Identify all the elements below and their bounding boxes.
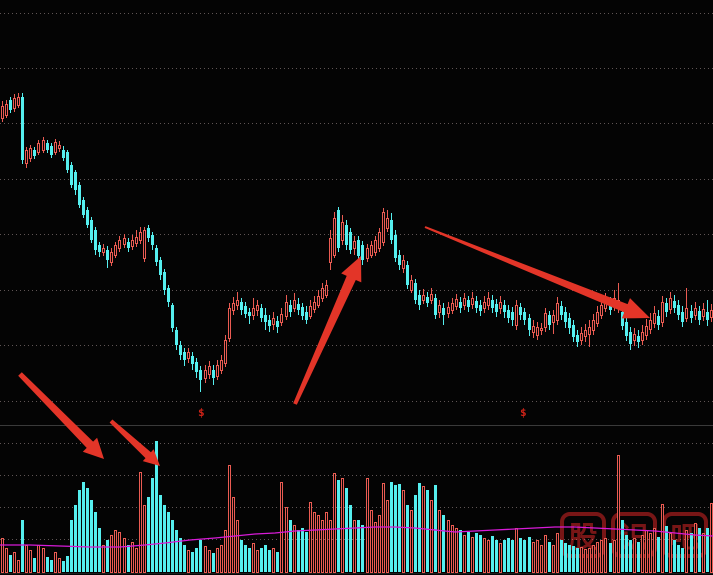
candles-layer [1,93,713,392]
sell-marker: $ [520,406,527,419]
annotation-arrows-layer [18,226,650,466]
annotation-arrow [293,256,362,405]
annotation-arrow [424,226,650,319]
sell-marker: $ [198,406,205,419]
volume-ma-line [0,526,713,548]
annotation-arrow [18,372,105,459]
gridlines-layer [0,13,713,574]
annotation-arrow [109,419,160,466]
volume-bars-layer [1,441,713,573]
